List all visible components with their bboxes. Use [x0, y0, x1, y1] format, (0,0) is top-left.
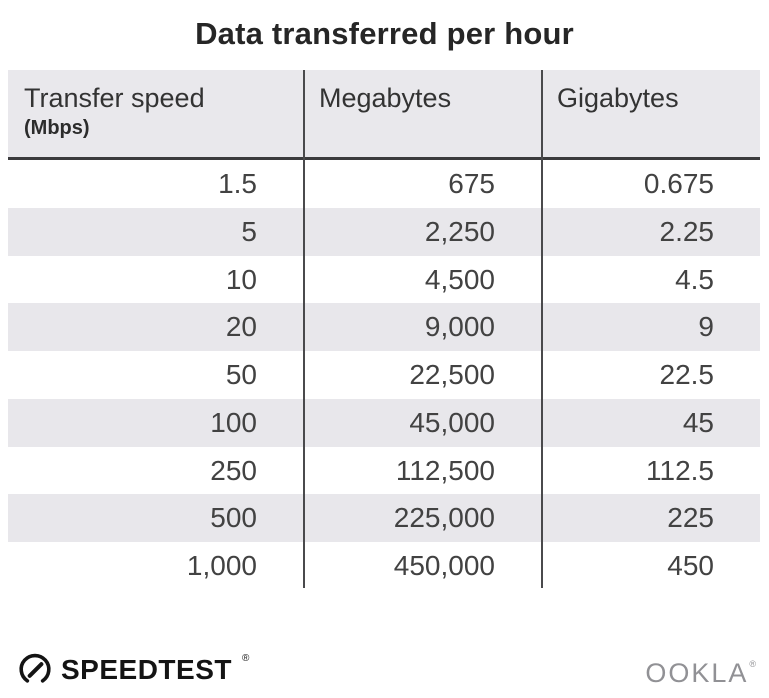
column-header-transfer-speed: Transfer speed (Mbps) — [8, 70, 303, 157]
table-row: 100 45,000 45 — [8, 398, 760, 447]
cell-gigabytes: 0.675 — [643, 168, 714, 199]
cell-megabytes: 9,000 — [424, 311, 495, 343]
cell-megabytes: 4,500 — [424, 263, 495, 295]
column-header-megabytes: Megabytes — [303, 70, 541, 157]
registered-trademark-icon: ® — [241, 652, 250, 664]
table-row: 10 4,500 4.5 — [8, 256, 760, 304]
cell-speed: 10 — [225, 263, 257, 295]
table-body: 1.5 675 0.675 5 2,250 2.25 10 4,500 4.5 … — [8, 160, 760, 590]
cell-gigabytes: 112.5 — [646, 454, 714, 486]
table-row: 1,000 450,000 450 — [8, 542, 760, 590]
cell-speed: 100 — [210, 406, 257, 438]
table-row: 5 2,250 2.25 — [8, 207, 760, 256]
cell-megabytes: 675 — [448, 168, 495, 199]
column-header-gigabytes: Gigabytes — [541, 70, 760, 157]
cell-speed: 50 — [225, 359, 257, 391]
cell-gigabytes: 4.5 — [675, 263, 714, 295]
cell-speed: 1,000 — [186, 550, 257, 582]
cell-gigabytes: 2.25 — [659, 215, 715, 247]
ookla-wordmark: OOKLA — [645, 658, 749, 688]
cell-megabytes: 225,000 — [393, 502, 495, 534]
table-row: 1.5 675 0.675 — [8, 160, 760, 208]
column-header-label: Gigabytes — [557, 83, 679, 113]
registered-trademark-icon: ® — [749, 659, 756, 669]
cell-gigabytes: 9 — [698, 311, 714, 343]
cell-megabytes: 2,250 — [424, 215, 495, 247]
cell-speed: 500 — [210, 502, 257, 534]
column-header-sublabel: (Mbps) — [24, 117, 90, 139]
cell-speed: 20 — [225, 311, 257, 343]
column-header-label: Megabytes — [319, 83, 452, 113]
page-title: Data transferred per hour — [195, 16, 574, 51]
cell-megabytes: 45,000 — [409, 406, 495, 438]
cell-gigabytes: 45 — [682, 406, 714, 438]
table-row: 250 112,500 112.5 — [8, 447, 760, 495]
speedtest-gauge-icon — [18, 653, 52, 687]
speedtest-logo: SPEEDTEST ® — [18, 650, 250, 690]
cell-gigabytes: 450 — [667, 550, 714, 582]
table-row: 50 22,500 22.5 — [8, 351, 760, 399]
cell-megabytes: 112,500 — [395, 454, 495, 486]
table-row: 500 225,000 225 — [8, 494, 760, 543]
table-header-row: Transfer speed (Mbps) Megabytes Gigabyte… — [8, 70, 760, 160]
speedtest-wordmark: SPEEDTEST — [61, 654, 232, 685]
cell-gigabytes: 225 — [667, 502, 714, 534]
cell-megabytes: 22,500 — [409, 359, 495, 391]
table-row: 20 9,000 9 — [8, 303, 760, 352]
column-divider — [541, 70, 543, 588]
cell-speed: 250 — [210, 454, 257, 486]
cell-megabytes: 450,000 — [393, 550, 495, 582]
column-header-label: Transfer speed — [24, 83, 205, 113]
column-divider — [303, 70, 305, 588]
cell-speed: 5 — [241, 215, 257, 247]
cell-gigabytes: 22.5 — [659, 359, 715, 391]
ookla-logo: OOKLA ® — [645, 658, 756, 688]
cell-speed: 1.5 — [218, 168, 257, 199]
data-table: Transfer speed (Mbps) Megabytes Gigabyte… — [8, 70, 760, 590]
